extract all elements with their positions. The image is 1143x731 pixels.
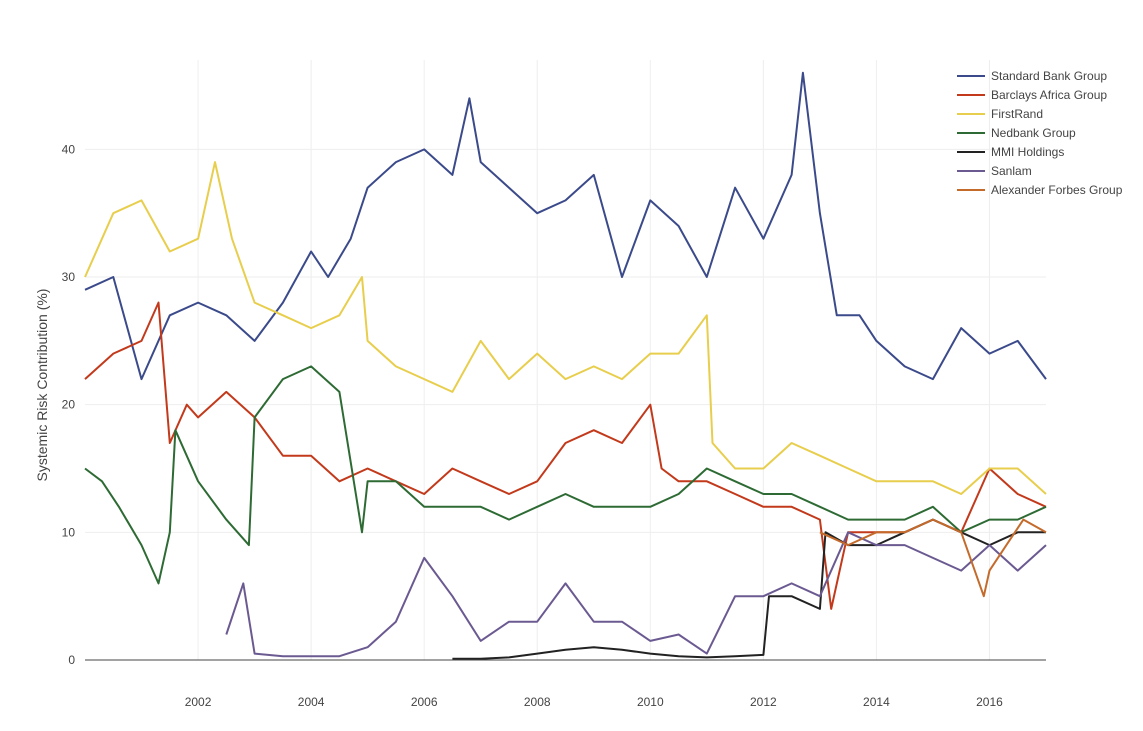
- legend-label: FirstRand: [991, 107, 1043, 121]
- legend-label: Alexander Forbes Group: [991, 183, 1123, 197]
- axes: 0 10 20 30 40 2002 2004 2006 2008 2010 2012 2014 201…: [62, 142, 1046, 709]
- x-tick-label: 2012: [750, 695, 777, 709]
- legend-item-barclays-africa-group[interactable]: Barclays Africa Group: [957, 88, 1107, 102]
- series-line-standard-bank-group: [84, 71, 1047, 381]
- series-line-barclays-africa-group: [84, 301, 1047, 610]
- legend-label: Barclays Africa Group: [991, 88, 1107, 102]
- legend-item-mmi-holdings[interactable]: MMI Holdings: [957, 145, 1064, 159]
- grid: [85, 60, 1046, 660]
- legend-label: Nedbank Group: [991, 126, 1076, 140]
- x-tick-label: 2004: [298, 695, 325, 709]
- series-line-nedbank-group: [84, 365, 1047, 585]
- legend-item-alexander-forbes-group[interactable]: Alexander Forbes Group: [957, 183, 1123, 197]
- y-tick-label: 10: [62, 525, 76, 539]
- legend[interactable]: Standard Bank Group Barclays Africa Group…: [957, 69, 1123, 197]
- series-layer: [84, 71, 1047, 660]
- y-tick-label: 40: [62, 142, 76, 156]
- y-tick-label: 20: [62, 398, 76, 412]
- y-tick-label: 0: [68, 653, 75, 667]
- legend-item-sanlam[interactable]: Sanlam: [957, 164, 1032, 178]
- x-tick-label: 2010: [637, 695, 664, 709]
- x-tick-label: 2006: [411, 695, 438, 709]
- series-line-mmi-holdings: [452, 518, 1046, 660]
- legend-label: MMI Holdings: [991, 145, 1064, 159]
- legend-label: Standard Bank Group: [991, 69, 1107, 83]
- legend-item-standard-bank-group[interactable]: Standard Bank Group: [957, 69, 1107, 83]
- legend-label: Sanlam: [991, 164, 1032, 178]
- y-axis-title: Systemic Risk Contribution (%): [34, 289, 50, 482]
- series-line-alexander-forbes-group: [819, 518, 1047, 598]
- x-tick-label: 2014: [863, 695, 890, 709]
- legend-item-firstrand[interactable]: FirstRand: [957, 107, 1043, 121]
- series-line-firstrand: [84, 161, 1047, 495]
- x-tick-label: 2008: [524, 695, 551, 709]
- x-tick-label: 2016: [976, 695, 1003, 709]
- legend-item-nedbank-group[interactable]: Nedbank Group: [957, 126, 1076, 140]
- y-tick-label: 30: [62, 270, 76, 284]
- x-tick-label: 2002: [185, 695, 212, 709]
- series-line-sanlam: [225, 531, 1047, 658]
